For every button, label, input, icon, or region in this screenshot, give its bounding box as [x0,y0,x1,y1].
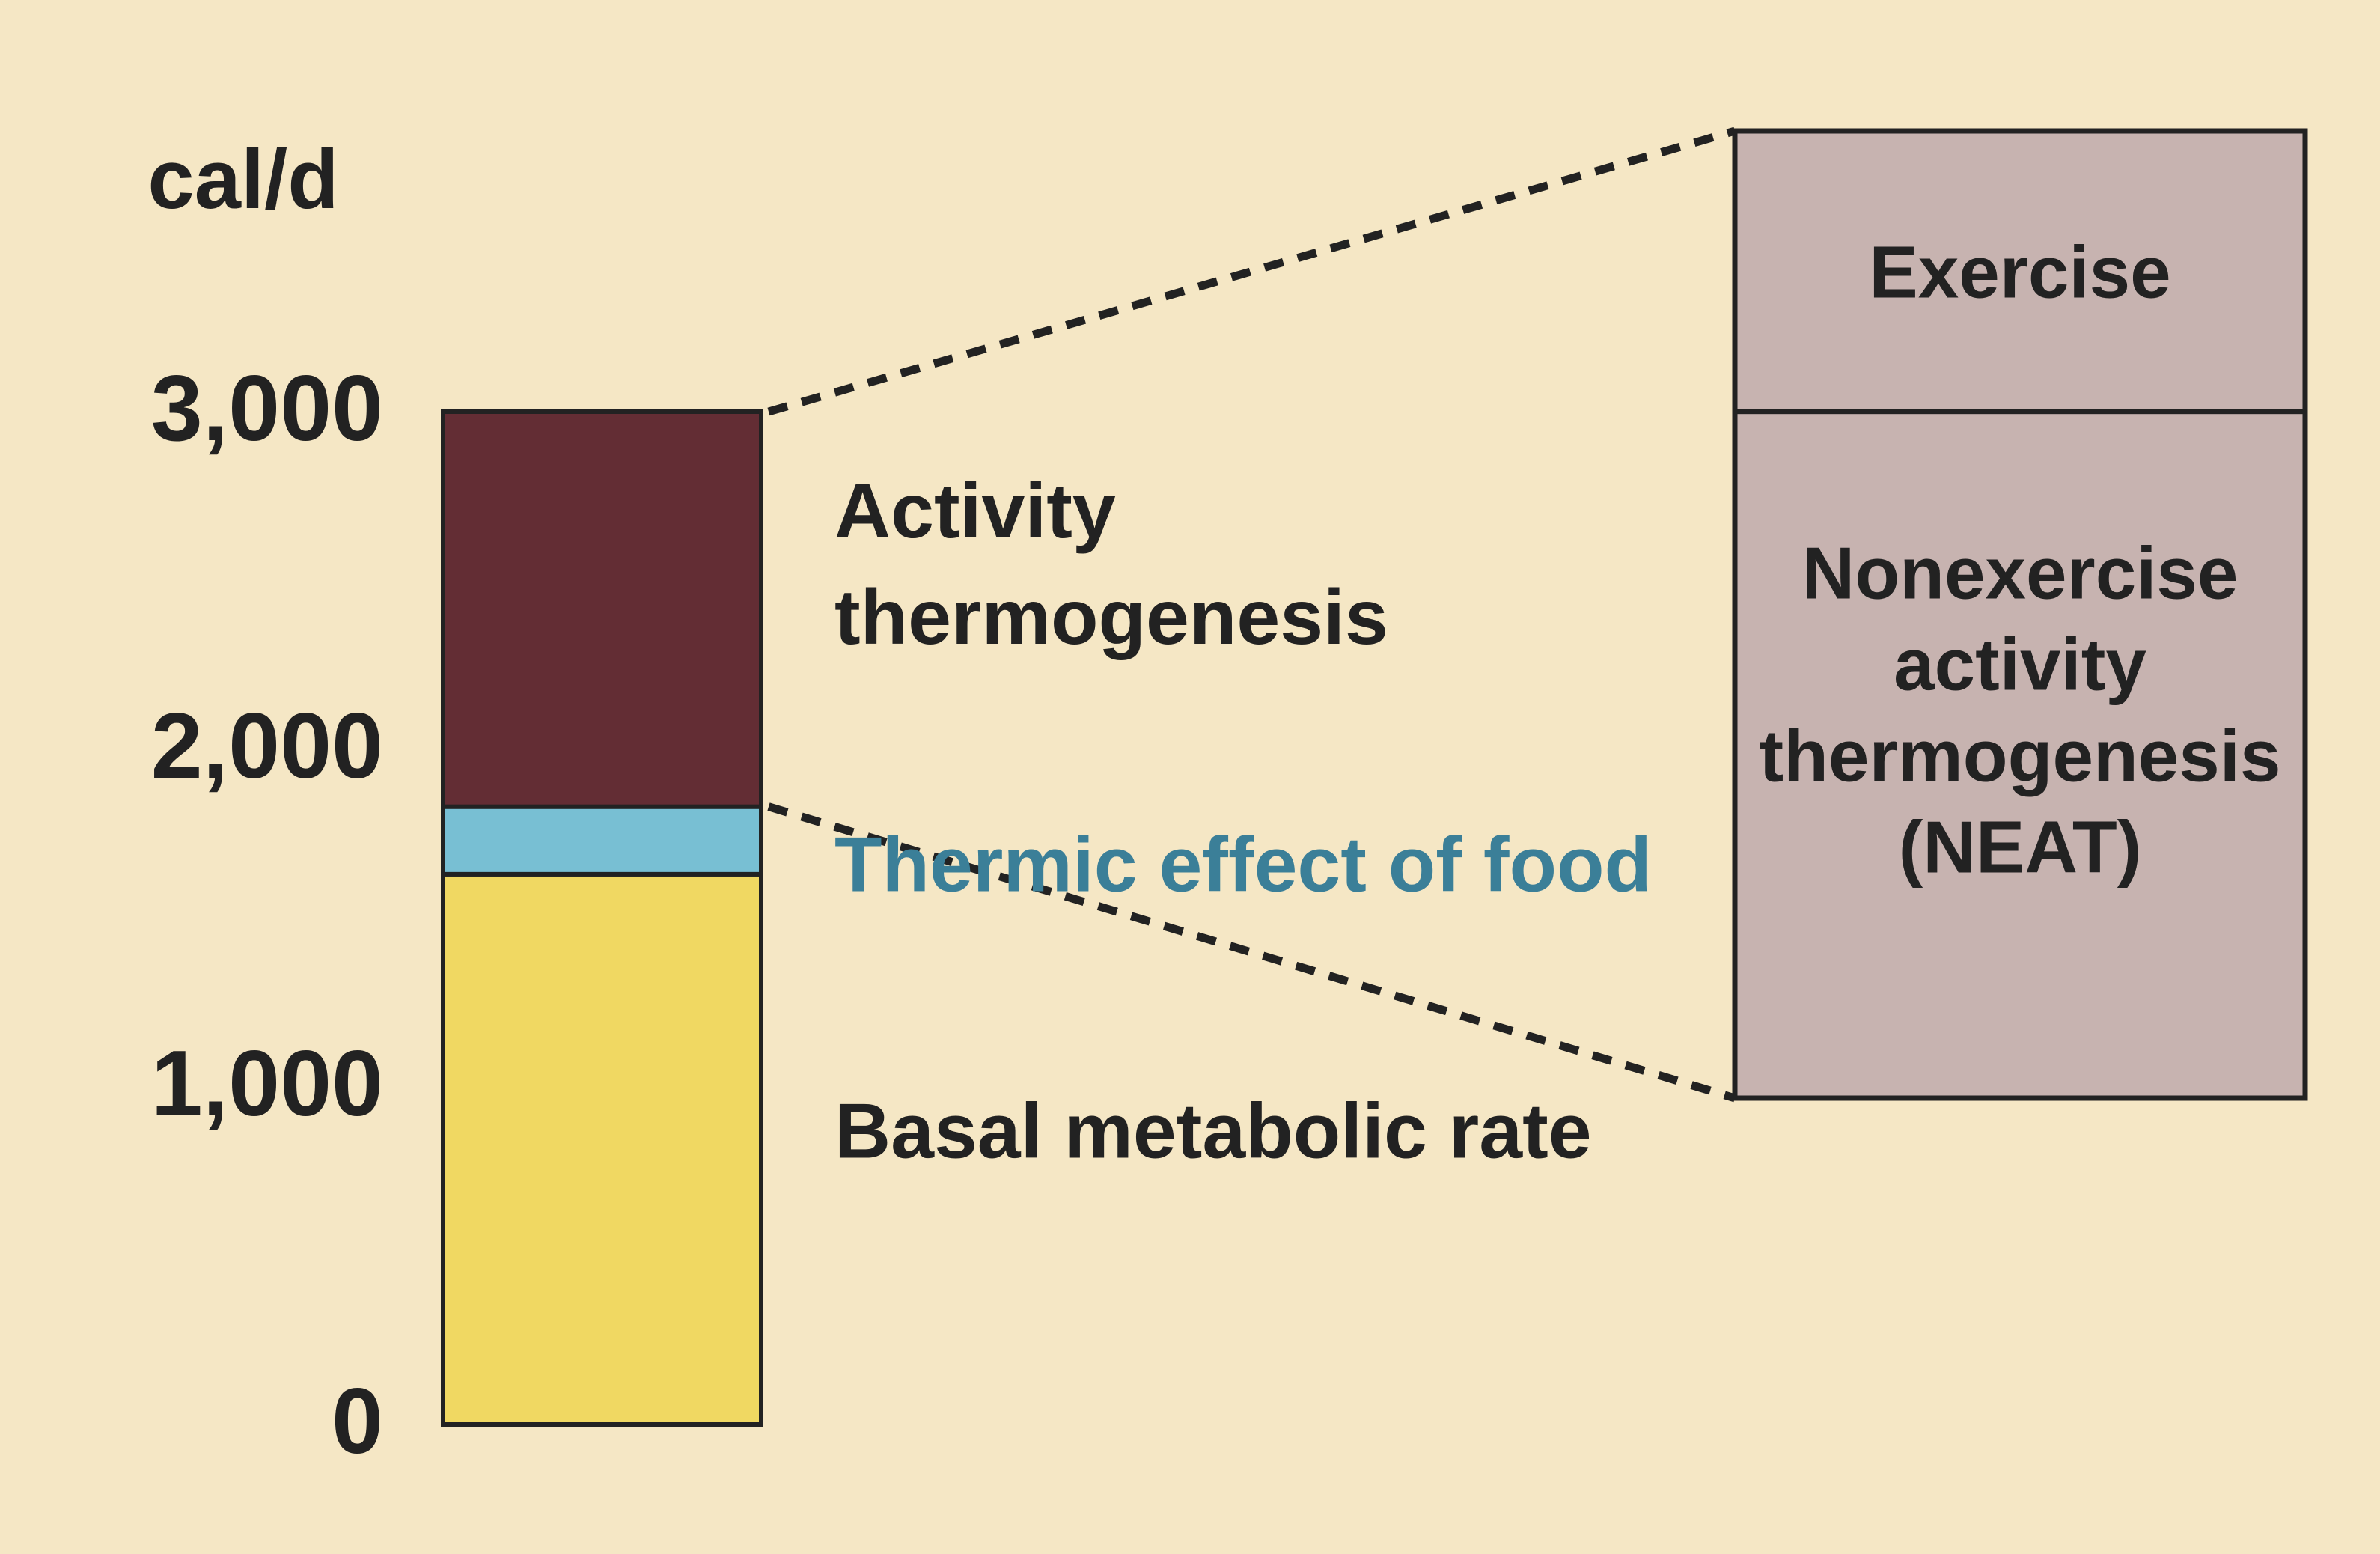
breakdown-label: Exercise [1869,231,2170,313]
connector-lines [767,127,1736,1103]
y-tick-label: 1,000 [151,1032,383,1136]
connector-line [767,127,1736,416]
segment-label: Activity [834,468,1116,555]
connector-line [767,802,1736,1103]
breakdown-part [1732,409,2308,1101]
breakdown-label: activity [1894,624,2146,706]
bar-segment [441,409,763,809]
breakdown-box: Exercise Nonexercise activity thermogenesis… [1732,128,2308,1101]
breakdown-part [1732,128,2308,415]
segment-label: thermogenesis [834,574,1388,661]
breakdown-label: thermogenesis [1759,715,2280,797]
segment-label: Thermic effect of food [834,821,1652,908]
stacked-bar [441,409,763,1427]
bar-segment [441,804,763,877]
breakdown-label: (NEAT) [1899,806,2142,889]
y-axis: cal/d 0 1,000 2,000 3,000 [147,132,383,1473]
y-tick-label: 3,000 [151,357,383,460]
segment-label: Basal metabolic rate [834,1088,1592,1175]
y-tick-label: 2,000 [151,695,383,798]
y-axis-label: cal/d [147,132,338,226]
y-tick-label: 0 [332,1370,383,1473]
breakdown-label: Nonexercise [1802,532,2239,615]
segment-labels: Basal metabolic rate Thermic effect of fo… [834,468,1652,1175]
bar-segment [441,871,763,1427]
